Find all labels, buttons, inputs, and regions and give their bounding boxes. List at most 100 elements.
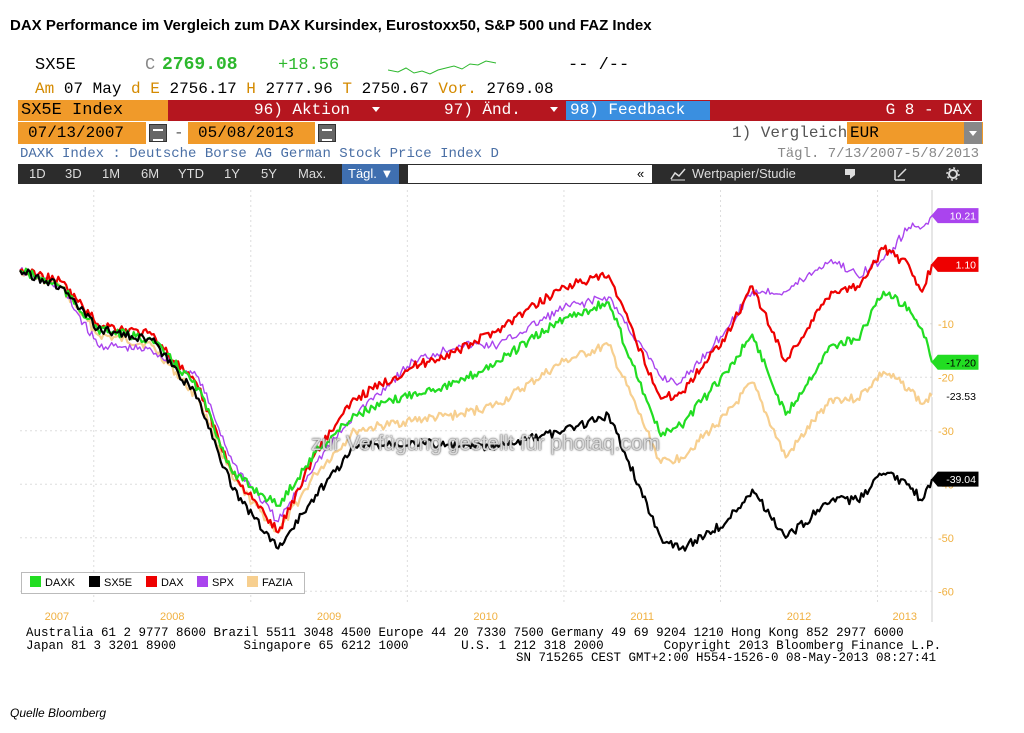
open-label: E: [150, 80, 160, 98]
aendern-menu[interactable]: 97) Änd.: [444, 101, 521, 119]
period-3d[interactable]: 3D: [65, 166, 82, 181]
ticker-symbol: SX5E: [35, 56, 76, 75]
date-separator: -: [174, 124, 184, 142]
x-tick-label: 2009: [317, 611, 341, 623]
low-value: 2750.67: [361, 80, 429, 98]
x-tick-label: 2011: [630, 611, 654, 623]
aktion-menu[interactable]: 96) Aktion: [254, 101, 351, 119]
last-price: 2769.08: [162, 55, 238, 75]
last-value-tag: [931, 354, 979, 370]
quote-details-row: Am 07 May d E 2756.17 H 2777.96 T 2750.6…: [35, 80, 554, 98]
high-label: H: [246, 80, 256, 98]
series-line-spx: [19, 215, 933, 523]
period-6m[interactable]: 6M: [141, 166, 160, 181]
chevron-down-icon[interactable]: [550, 107, 558, 112]
last-value-tag: [931, 208, 979, 224]
x-tick-label: 2007: [45, 611, 69, 623]
x-tick-label: 2012: [787, 611, 811, 623]
legend-swatch: [146, 576, 157, 587]
frequency-range: Tägl. 7/13/2007-5/8/2013: [777, 146, 979, 162]
last-value-label: 1.10: [956, 259, 977, 271]
legend-swatch: [89, 576, 100, 587]
last-value-label: -39.04: [946, 474, 976, 486]
period-1d[interactable]: 1D: [29, 166, 46, 181]
frequency-dropdown[interactable]: Tägl. ▼: [342, 164, 400, 184]
last-value-tag: [931, 256, 979, 272]
period-toolbar: 1D 3D 1M 6M YTD 1Y 5Y Max. Tägl. ▼ « Wer…: [18, 164, 982, 184]
am-label: Am: [35, 80, 55, 98]
legend-item-fazia: FAZIA: [247, 575, 293, 591]
end-date-input[interactable]: 05/08/2013: [188, 122, 315, 144]
footer-line-1: Australia 61 2 9777 8600 Brazil 5511 304…: [26, 626, 904, 640]
gear-icon[interactable]: [946, 167, 960, 181]
last-value-tag: [931, 388, 979, 404]
series-line-fazia: [19, 267, 933, 534]
index-field[interactable]: SX5E Index: [18, 100, 168, 121]
low-label: T: [342, 80, 352, 98]
page-title: DAX Performance im Vergleich zum DAX Kur…: [10, 17, 652, 34]
source-note: Quelle Bloomberg: [10, 706, 107, 720]
x-tick-label: 2010: [473, 611, 497, 623]
sparkline-icon: [388, 60, 497, 75]
legend-item-dax: DAX: [146, 575, 184, 591]
chart-study-icon[interactable]: [670, 167, 686, 181]
series-line-daxk: [19, 267, 934, 507]
legend-label: SPX: [212, 577, 235, 589]
watermark: zur Verfügung gestellt für photaq.com: [311, 432, 661, 455]
annotate-icon[interactable]: [844, 168, 856, 180]
price-change: +18.56: [278, 56, 340, 75]
legend-swatch: [197, 576, 208, 587]
last-value-label: 10.21: [950, 211, 976, 223]
screen-id: G 8 - DAX: [885, 101, 972, 119]
calendar-icon[interactable]: [149, 124, 167, 142]
legend-label: DAXK: [45, 577, 75, 589]
period-1y[interactable]: 1Y: [224, 166, 240, 181]
legend-label: DAX: [161, 577, 184, 589]
legend-item-daxk: DAXK: [30, 575, 75, 591]
y-tick-label: -60: [938, 586, 954, 598]
period-max[interactable]: Max.: [298, 166, 327, 181]
feedback-button[interactable]: 98) Feedback: [566, 101, 710, 120]
bid-ask-placeholder: -- /--: [568, 56, 630, 75]
open-value: 2756.17: [169, 80, 237, 98]
last-value-label: -23.53: [946, 391, 976, 403]
footer-line-2: Japan 81 3 3201 8900 Singapore 65 6212 1…: [26, 639, 942, 653]
legend-item-sx5e: SX5E: [89, 575, 132, 591]
period-ytd[interactable]: YTD: [178, 166, 204, 181]
vergleich-label[interactable]: 1) Vergleich: [732, 124, 848, 142]
legend-swatch: [247, 576, 258, 587]
last-value-tag: [931, 471, 979, 487]
chevron-down-icon[interactable]: [372, 107, 380, 112]
series-line-sx5e: [19, 268, 934, 552]
legend-label: SX5E: [104, 577, 133, 589]
footer-line-3: SN 715265 CEST GMT+2:00 H554-1526-0 08-M…: [516, 651, 937, 665]
y-tick-label: -20: [938, 372, 954, 384]
performance-chart: -60-50-40-30-20-102007200820092010201120…: [19, 190, 979, 623]
collapse-button[interactable]: «: [637, 166, 645, 181]
date-range-bar: 07/13/2007 - 05/08/2013 1) Vergleich EUR: [18, 122, 983, 144]
start-date-input[interactable]: 07/13/2007: [18, 122, 146, 144]
y-tick-label: -30: [938, 426, 954, 438]
last-value-label: -17.20: [946, 357, 976, 369]
chevron-down-icon[interactable]: [964, 122, 982, 144]
y-tick-label: -50: [938, 533, 954, 545]
index-description: DAXK Index : Deutsche Borse AG German St…: [20, 146, 499, 162]
high-value: 2777.96: [265, 80, 333, 98]
quote-date: 07 May: [63, 80, 122, 98]
legend-label: FAZIA: [262, 577, 293, 589]
calendar-icon[interactable]: [318, 124, 336, 142]
series-line-dax: [19, 244, 934, 534]
period-1m[interactable]: 1M: [102, 166, 121, 181]
period-input[interactable]: [408, 165, 652, 183]
x-tick-label: 2008: [160, 611, 184, 623]
legend-swatch: [30, 576, 41, 587]
prev-label: Vor.: [438, 80, 477, 98]
y-tick-label: -10: [938, 319, 954, 331]
x-tick-label: 2013: [893, 611, 917, 623]
edit-icon[interactable]: [894, 167, 908, 181]
d-label: d: [131, 80, 141, 98]
period-5y[interactable]: 5Y: [261, 166, 277, 181]
wertpapier-studie-button[interactable]: Wertpapier/Studie: [692, 166, 796, 181]
quote-flag: C: [145, 56, 156, 75]
currency-select[interactable]: EUR: [847, 122, 983, 144]
